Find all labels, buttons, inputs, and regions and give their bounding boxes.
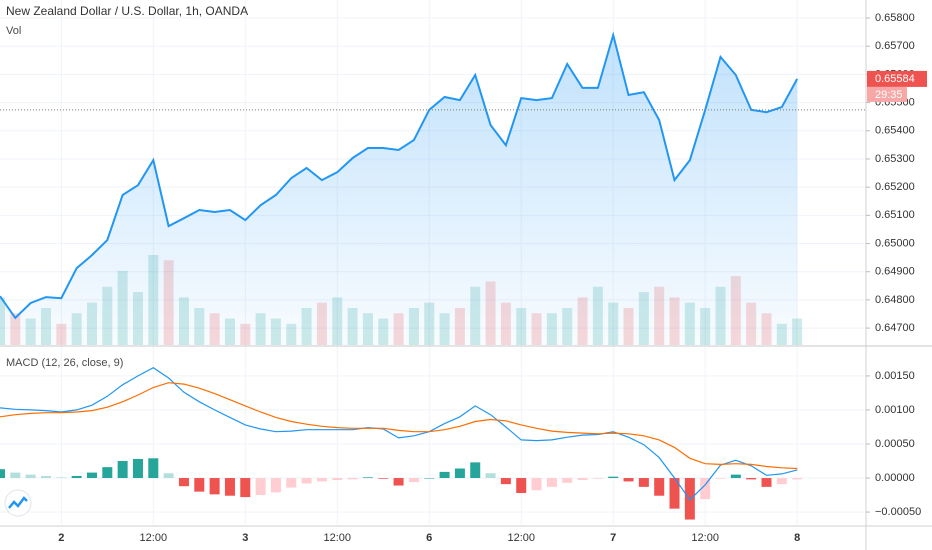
volume-label: Vol [6,25,21,37]
histogram-bar [577,478,588,481]
histogram-bar [301,478,312,484]
plot [0,31,866,520]
y-tick-label: 0.65300 [875,153,915,165]
y-tick-label: 0.65100 [875,209,915,221]
macd-title: MACD (12, 26, close, 9) [6,357,123,369]
chart-title: New Zealand Dollar / U.S. Dollar, 1h, OA… [6,4,248,18]
macd-line [0,367,798,501]
y-tick-label: 0.64800 [875,294,915,306]
histogram-bar [378,478,389,479]
histogram-bar [516,478,527,494]
histogram-bar [562,478,573,483]
x-tick-label: 2 [58,532,64,544]
histogram-bar [255,478,266,496]
histogram-bar [485,473,496,479]
x-tick-label: 8 [794,532,800,544]
x-tick-label: 12:00 [507,532,535,544]
histogram-bar [776,478,787,485]
histogram-bar [470,462,481,479]
price-line [0,31,799,320]
y-tick-label: 0.64700 [875,322,915,334]
y-tick-label: 0.00100 [875,404,915,416]
histogram-bar [393,478,404,486]
histogram-bar [715,478,726,479]
x-tick-label: 7 [610,532,616,544]
histogram-bar [240,478,251,498]
histogram-bar [0,469,5,479]
x-tick-label: 12:00 [323,532,351,544]
y-tick-label: 0.00150 [875,370,915,382]
last-price-label: 0.65584 [875,73,915,85]
area-fill [0,35,798,345]
histogram-bar [746,478,757,480]
histogram-bar [761,478,772,487]
histogram-bar [347,478,358,480]
y-tick-label: −0.00050 [875,506,921,518]
histogram-bar [408,478,419,483]
histogram-bar [117,461,128,479]
histogram-bar [332,478,343,481]
histogram-bar [669,478,680,509]
y-tick-label: 0.00000 [875,472,915,484]
histogram-bar [25,474,36,479]
y-tick-label: 0.64900 [875,266,915,278]
histogram-bar [454,468,465,479]
histogram-bar [623,478,634,482]
axes: 2 12:00 3 12:00 6 12:00 7 12:00 8 0.64700 0.64800 0… [58,12,927,544]
histogram-bar [700,478,711,500]
histogram-bar [546,478,557,487]
y-tick-label: 0.65200 [875,181,915,193]
y-tick-label: 0.65700 [875,40,915,52]
histogram-bar [10,472,21,479]
histogram-bar [730,474,741,479]
countdown-box [867,86,907,102]
histogram-bar [40,475,51,479]
logo[interactable] [4,489,32,517]
histogram-bar [592,478,603,479]
histogram-bar [224,478,235,496]
y-tick-label: 0.00050 [875,438,915,450]
histogram-bar [531,478,542,491]
x-tick-label: 3 [242,532,248,544]
histogram-bar [424,478,435,479]
histogram-bar [654,478,665,496]
histogram-bar [71,475,82,479]
histogram-bar [500,478,511,485]
y-tick-label: 0.65400 [875,125,915,137]
histogram-bar [86,472,97,479]
histogram-bar [178,478,189,487]
x-tick-label: 6 [426,532,432,544]
histogram-bar [209,478,220,495]
histogram-bar [362,477,373,479]
last-price-box [867,70,927,87]
y-tick-label: 0.65000 [875,237,915,249]
histogram-bar [163,473,174,479]
y-tick-label: 0.65800 [875,12,915,24]
histogram-bar [638,478,649,487]
macd-line [0,382,798,470]
histogram-bar [148,458,159,479]
x-tick-label: 12:00 [691,532,719,544]
histogram-bar [270,478,281,493]
histogram-bar [56,477,67,479]
histogram-bar [194,478,205,492]
histogram-bar [102,467,113,479]
histogram-bar [132,458,143,479]
histogram-bar [608,476,619,479]
histogram-bar [286,478,297,488]
histogram-bar [316,478,327,482]
histogram-bar [792,478,803,480]
histogram-bar [439,471,450,479]
countdown-label: 29:35 [875,89,903,101]
x-tick-label: 12:00 [140,532,168,544]
